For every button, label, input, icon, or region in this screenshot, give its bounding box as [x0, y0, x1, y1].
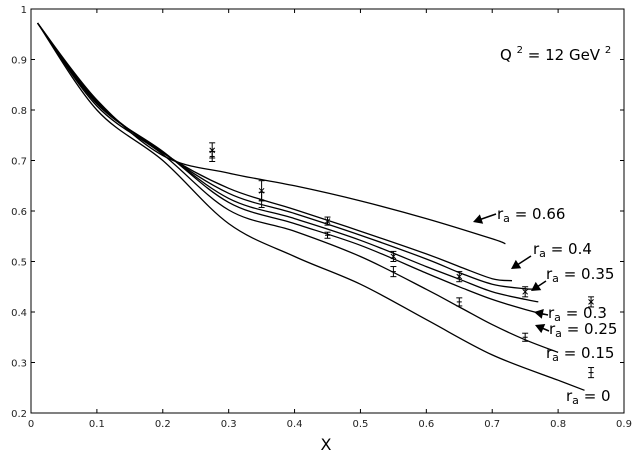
data-point	[258, 191, 265, 208]
model-curves	[37, 22, 585, 391]
q2-annotation-sup2: 2	[605, 45, 611, 56]
q2-annotation-mid: = 12 GeV	[528, 46, 601, 64]
x-tick-label: 0.3	[221, 419, 237, 430]
y-tick-label: 0.5	[11, 258, 27, 269]
curve-series-5	[37, 22, 559, 354]
arrow-icon	[534, 308, 544, 319]
y-tick-label: 0.7	[11, 157, 27, 168]
curve-series-1	[37, 22, 513, 282]
svg-text:ra = 0.25: ra = 0.25	[549, 320, 617, 340]
x-tick-label: 0.8	[550, 419, 566, 430]
svg-text:ra = 0.35: ra = 0.35	[546, 265, 614, 285]
data-point	[390, 266, 397, 278]
y-tick-label: 0.6	[11, 207, 27, 218]
data-point	[522, 332, 529, 342]
svg-text:ra = 0: ra = 0	[566, 387, 611, 407]
data-point	[324, 216, 331, 226]
x-tick-label: 0.9	[616, 419, 632, 430]
x-tick-label: 0.4	[287, 419, 303, 430]
data-point	[324, 231, 331, 239]
x-tick-label: 0	[28, 419, 34, 430]
arrow-icon	[531, 281, 542, 291]
x-tick-label: 0.1	[89, 419, 105, 430]
data-point	[456, 271, 463, 283]
curve-label-6: ra = 0	[566, 387, 611, 407]
x-axis-label: X	[321, 435, 332, 454]
curve-label-5: ra = 0.15	[546, 344, 614, 364]
curve-series-2	[37, 22, 539, 290]
x-axis-ticks: 0 0.1 0.2 0.3 0.4 0.5 0.6 0.7 0.8 0.9	[28, 9, 632, 430]
data-point	[588, 296, 595, 308]
y-tick-label: 0.8	[11, 106, 27, 117]
q2-annotation: Q 2 = 12 GeV 2	[500, 39, 611, 64]
svg-text:ra = 0.4: ra = 0.4	[533, 240, 592, 260]
x-tick-label: 0.6	[418, 419, 434, 430]
curve-series-3	[37, 22, 539, 303]
x-tick-label: 0.2	[155, 419, 171, 430]
curve-series-0	[37, 22, 506, 245]
x-tick-label: 0.5	[352, 419, 368, 430]
arrow-icon	[535, 323, 546, 334]
arrow-icon	[511, 259, 522, 269]
data-point	[522, 286, 529, 298]
data-points	[209, 142, 595, 379]
curve-label-4: ra = 0.25	[535, 320, 617, 340]
x-tick-label: 0.7	[484, 419, 500, 430]
svg-text:ra = 0.3: ra = 0.3	[548, 304, 607, 324]
y-tick-label: 0.9	[11, 56, 27, 67]
curve-label-1: ra = 0.4	[511, 240, 592, 269]
data-point	[390, 250, 397, 262]
y-axis-ticks: 0.2 0.3 0.4 0.5 0.6 0.7 0.8 0.9 1	[11, 5, 624, 420]
arrow-icon	[473, 214, 484, 224]
data-point	[209, 150, 216, 163]
data-point	[456, 297, 463, 307]
curve-label-0: ra = 0.66	[473, 205, 565, 225]
y-tick-label: 0.4	[11, 308, 27, 319]
svg-text:ra = 0.66: ra = 0.66	[497, 205, 565, 225]
q2-annotation-q: Q	[500, 46, 512, 64]
curve-series-6	[37, 22, 585, 391]
curve-series-4	[37, 22, 546, 316]
curve-label-2: ra = 0.35	[531, 265, 614, 291]
y-tick-label: 0.3	[11, 359, 27, 370]
curve-label-3: ra = 0.3	[534, 304, 607, 324]
y-tick-label: 1	[21, 5, 27, 16]
svg-text:ra = 0.15: ra = 0.15	[546, 344, 614, 364]
q2-annotation-sup1: 2	[517, 45, 523, 56]
data-point	[588, 367, 595, 379]
y-tick-label: 0.2	[11, 409, 27, 420]
